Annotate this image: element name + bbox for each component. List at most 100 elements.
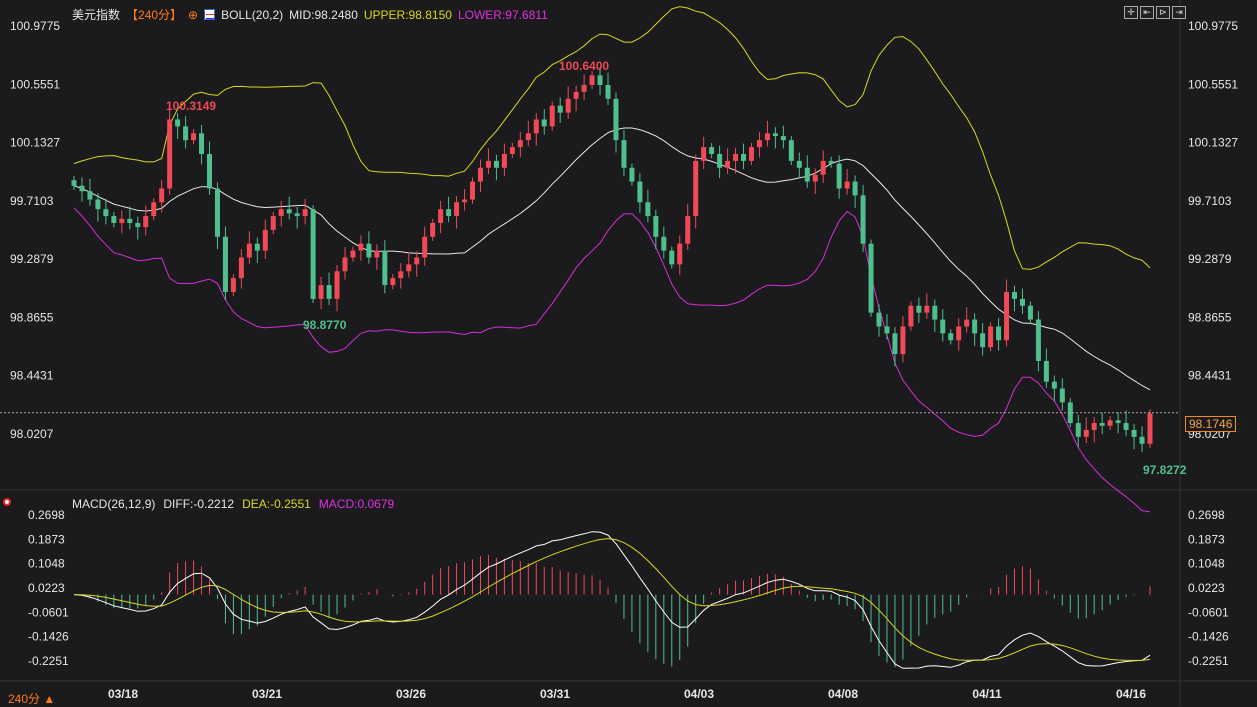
candle-body [302, 209, 308, 217]
candle-body [1147, 413, 1153, 444]
candle-body [446, 209, 452, 217]
candle-body [103, 209, 109, 217]
candle-body [1123, 423, 1129, 430]
zoom-left-icon[interactable]: ⇤ [1140, 6, 1154, 19]
candle-body [326, 285, 332, 299]
candle-body [533, 119, 539, 134]
macd-label[interactable]: MACD(26,12,9) [72, 497, 156, 511]
candle-body [318, 285, 324, 299]
candle-body [860, 195, 866, 244]
candle-body [725, 160, 731, 168]
candle-body [366, 243, 372, 258]
boll-mid: MID:98.2480 [289, 7, 358, 22]
boll-upper: UPPER:98.8150 [363, 7, 452, 22]
macd-tick-right: 0.2698 [1188, 508, 1225, 522]
boll-label[interactable]: BOLL(20,2) [221, 7, 284, 22]
extreme-price-label: 100.3149 [166, 99, 216, 113]
candle-body [246, 243, 252, 258]
candle-body [988, 326, 994, 348]
candle-body [964, 319, 970, 327]
candle-body [565, 98, 571, 113]
x-axis-label: 03/31 [540, 687, 570, 701]
candle-body [1027, 305, 1033, 320]
candle-body [1012, 291, 1018, 299]
candle-body [485, 160, 491, 168]
macd-tick-left: 0.0223 [28, 581, 65, 595]
candle-body [645, 202, 651, 217]
x-axis-label: 04/03 [684, 687, 714, 701]
candle-body [167, 119, 173, 189]
zoom-right-icon[interactable]: ⊳ [1156, 6, 1170, 19]
candle-body [661, 236, 667, 251]
x-axis-label: 03/26 [396, 687, 426, 701]
x-axis-label: 03/21 [252, 687, 282, 701]
candle-body [454, 202, 460, 217]
macd-tick-left: 0.1873 [28, 532, 65, 546]
indicator-chart-icon[interactable] [204, 9, 216, 20]
macd-dea: DEA:-0.2551 [242, 497, 311, 511]
indicator-settings-icon[interactable] [3, 498, 11, 506]
macd-tick-left: -0.2251 [28, 654, 69, 668]
candle-body [470, 181, 476, 200]
candle-body [948, 333, 954, 341]
candle-body [206, 153, 212, 189]
candle-body [95, 199, 101, 210]
candle-body [828, 160, 834, 164]
candle-body [701, 147, 707, 161]
macd-tick-right: -0.0601 [1188, 605, 1229, 619]
fit-icon[interactable]: ⇥ [1172, 6, 1186, 19]
price-tick-right: 100.9775 [1188, 19, 1238, 33]
price-tick-right: 100.5551 [1188, 77, 1238, 91]
candle-body [509, 147, 515, 154]
price-tick-right: 99.2879 [1188, 252, 1232, 266]
boll-lower: LOWER:97.6811 [457, 7, 548, 22]
extreme-price-label: 100.6400 [559, 59, 609, 73]
price-tick-left: 98.0207 [10, 427, 54, 441]
candle-body [438, 209, 444, 223]
macd-diff-line [73, 531, 1151, 669]
candle-body [892, 333, 898, 355]
period-label[interactable]: 【240分】 [126, 8, 183, 22]
candle-body [262, 229, 268, 251]
candle-body [1051, 381, 1057, 389]
price-tick-left: 98.8655 [10, 310, 54, 324]
extreme-price-label: 97.8272 [1143, 463, 1187, 477]
candle-body [852, 181, 858, 196]
candle-body [310, 209, 316, 299]
current-price-label: 98.1746 [1185, 416, 1237, 432]
candle-body [517, 140, 523, 148]
candle-body [159, 188, 165, 203]
candle-body [685, 216, 691, 244]
target-icon[interactable]: ⊕ [188, 7, 199, 22]
candle-body [222, 236, 228, 292]
price-tick-left: 100.5551 [10, 77, 60, 91]
candle-body [581, 84, 587, 92]
price-tick-right: 98.8655 [1188, 310, 1232, 324]
candle-body [788, 140, 794, 161]
price-tick-left: 99.2879 [10, 252, 54, 266]
candle-body [589, 75, 595, 85]
candle-body [820, 160, 826, 175]
macd-value: MACD:0.0679 [318, 497, 395, 511]
candle-body [151, 202, 157, 217]
candle-body [183, 126, 189, 141]
candle-body [238, 257, 244, 279]
candle-body [270, 216, 276, 230]
candle-body [812, 174, 818, 182]
macd-tick-left: 0.2698 [28, 508, 65, 522]
candle-body [382, 250, 388, 286]
period-selector[interactable]: 240分 ▲ [8, 692, 56, 706]
candle-body [214, 188, 220, 237]
x-axis-label: 03/18 [108, 687, 138, 701]
price-tick-left: 100.1327 [10, 136, 60, 150]
crosshair-icon[interactable]: ✛ [1124, 6, 1138, 19]
chart-toolbar: ✛ ⇤ ⊳ ⇥ [1124, 6, 1186, 19]
price-tick-right: 100.1327 [1188, 136, 1238, 150]
candle-body [525, 133, 531, 141]
candle-body [430, 222, 436, 237]
candle-body [493, 160, 499, 168]
candle-body [908, 305, 914, 327]
candle-body [557, 105, 563, 113]
macd-tick-right: -0.2251 [1188, 654, 1229, 668]
